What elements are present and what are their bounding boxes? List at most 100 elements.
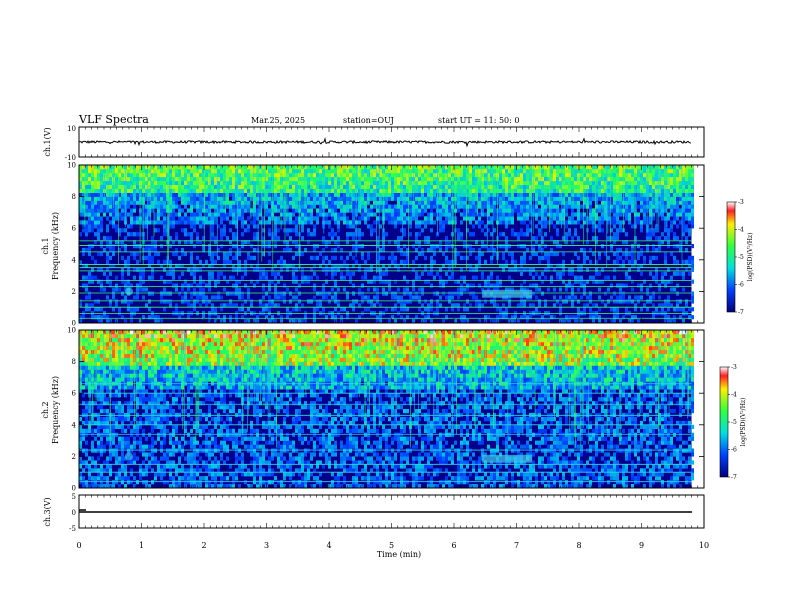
spectrogram-cell [130,224,133,229]
spectrogram-cell [199,259,202,264]
spectrogram-cell [595,315,598,320]
spectrogram-cell [676,176,679,182]
spectrogram-cell [667,180,670,185]
spectrogram-cell [241,291,244,296]
spectrogram-cell [178,172,181,178]
spectrogram-cell [262,275,265,280]
spectrogram-cell [577,208,580,213]
spectrogram-cell [376,315,379,320]
spectrogram-cell [376,236,379,241]
spectrogram-cell [343,188,346,193]
spectrogram-cell [178,184,181,189]
spectrogram-cell [418,204,421,209]
spectrogram-cell [106,228,109,233]
spectrogram-cell [154,196,157,201]
spectrogram-cell [202,168,205,174]
spectrogram-cell [610,168,613,174]
spectrogram-cell [391,315,394,320]
spectrogram-cell [157,228,160,233]
spectrogram-cell [628,172,631,178]
spectrogram-cell [601,168,604,174]
spectrogram-cell [673,204,676,209]
spectrogram-cell [148,196,151,201]
spectrogram-cell [88,247,91,253]
spectrogram-cell [226,165,229,170]
spectrogram-cell [415,200,418,205]
spectrogram-cell [607,236,610,241]
spectrogram-cell [202,184,205,189]
spectrogram-cell [193,216,196,221]
spectrogram-cell [268,168,271,174]
spectrogram-cell [256,236,259,241]
spectrogram-cell [643,188,646,193]
spectrogram-cell [577,172,580,178]
spectrogram-cell [151,180,154,185]
spectrogram-cell [625,247,628,253]
spectrogram-cell [430,208,433,213]
spectrogram-cell [154,180,157,185]
spectrogram-cell [220,244,223,249]
spectrogram-cell [91,212,94,217]
spectrogram-cell [565,315,568,320]
spectrogram-cell [181,263,184,268]
spectrogram-cell [631,224,634,229]
spectrogram-cell [520,220,523,225]
spectrogram-cell [325,196,328,201]
spectrogram-cell [289,184,292,189]
spectrogram-cell [460,283,463,288]
spectrogram-cell [469,251,472,257]
spectrogram-cell [319,208,322,213]
spectrogram-cell [589,200,592,205]
spectrogram-cell [184,251,187,257]
spectrogram-cell [382,247,385,253]
spectrogram-cell [100,216,103,221]
spectrogram-cell [544,299,547,304]
spectrogram-cell [127,303,130,308]
spectrogram-cell [196,299,199,304]
spectrogram-cell [301,319,304,324]
spectrogram-cell [634,315,637,320]
spectrogram-cell [130,220,133,225]
spectrogram-cell [469,204,472,209]
spectrogram-cell [685,228,688,233]
spectrogram-cell [205,200,208,205]
spectrogram-cell [526,176,529,182]
spectrogram-cell [151,220,154,225]
spectrogram-cell [652,200,655,205]
spectrogram-cell [367,168,370,174]
spectrogram-cell [430,180,433,185]
spectrogram-cell [511,287,514,292]
spectrogram-cell [202,176,205,182]
spectrogram-cell [628,275,631,280]
spectrogram-cell [415,176,418,182]
spectrogram-cell [550,180,553,185]
spectrogram-cell [562,267,565,272]
spectrogram-cell [526,267,529,272]
spectrogram-cell [553,204,556,209]
spectrogram-cell [397,196,400,201]
spectrogram-cell [448,259,451,264]
spectrogram-cell [493,216,496,221]
spectrogram-cell [604,196,607,201]
spectrogram-cell [619,180,622,185]
spectrogram-cell [544,303,547,308]
spectrogram-cell [664,192,667,197]
spectrogram-cell [325,267,328,272]
spectrogram-cell [376,188,379,193]
spectrogram-cell [244,172,247,178]
spectrogram-cell [553,184,556,189]
spectrogram-cell [589,259,592,264]
spectrogram-cell [568,216,571,221]
spectrogram-cell [232,192,235,197]
spectrogram-cell [670,275,673,280]
spectrogram-cell [211,188,214,193]
spectrogram-cell [184,295,187,300]
spectrogram-cell [214,192,217,197]
spectrogram-cell [307,279,310,284]
spectrogram-cell [400,299,403,304]
spectrogram-cell [643,184,646,189]
spectrogram-cell [289,172,292,178]
spectrogram-cell [277,216,280,221]
spectrogram-cell [562,251,565,257]
spectrogram-cell [487,168,490,174]
